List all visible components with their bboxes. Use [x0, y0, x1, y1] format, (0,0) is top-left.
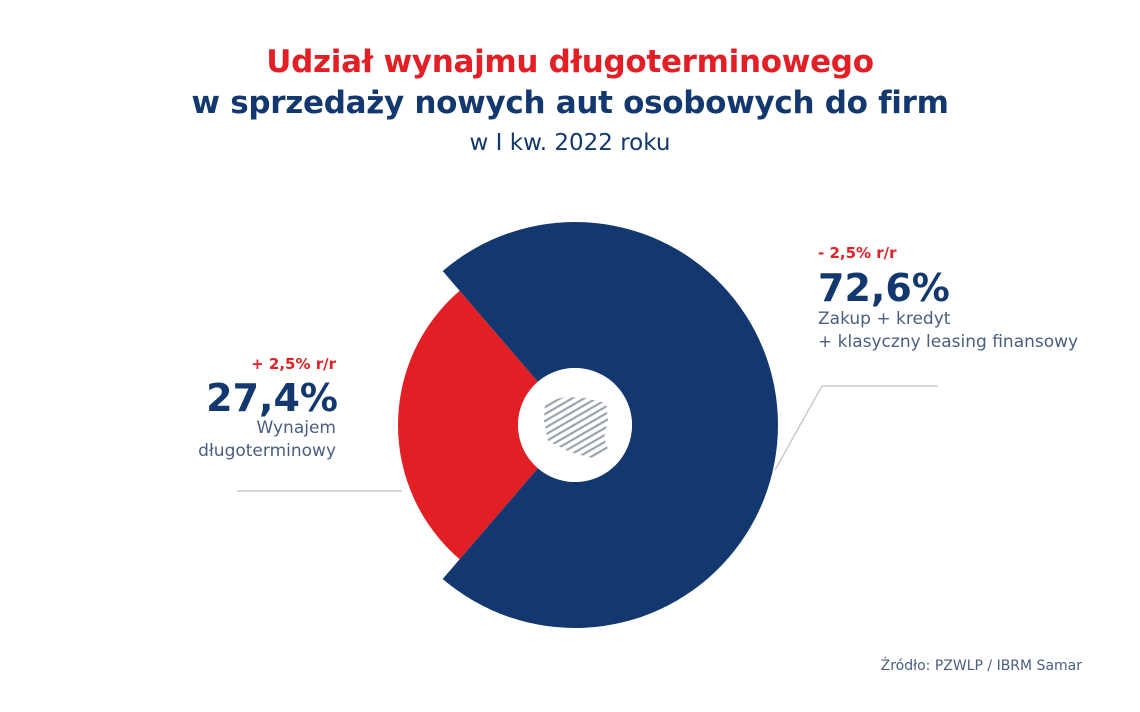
pie-slice-wynajem [398, 290, 538, 560]
slice-description-right: Zakup + kredyt + klasyczny leasing finan… [818, 308, 1078, 354]
slice-description-left-line2: długoterminowy [198, 441, 336, 461]
slice-value-label-right: 72,6% [818, 266, 950, 310]
chart-subtitle: w I kw. 2022 roku [469, 130, 671, 156]
connector-line-right [774, 385, 938, 471]
poland-map-icon [544, 397, 609, 458]
source-note: Źródło: PZWLP / IBRM Samar [880, 658, 1082, 674]
slice-description-left-line1: Wynajem [256, 418, 336, 438]
chart-title-line1: Udział wynajmu długoterminowego [266, 44, 874, 80]
slice-change-label-right: - 2,5% r/r [818, 244, 897, 262]
slice-description-left: Wynajem długoterminowy [198, 417, 336, 463]
chart-title-line2: w sprzedaży nowych aut osobowych do firm [191, 85, 949, 121]
pie-slice-zakup [442, 221, 778, 628]
slice-change-label-left: + 2,5% r/r [251, 355, 336, 373]
slice-value-label-left: 27,4% [206, 376, 338, 420]
slice-description-right-line1: Zakup + kredyt [818, 309, 951, 329]
slice-description-right-line2: + klasyczny leasing finansowy [818, 332, 1079, 352]
